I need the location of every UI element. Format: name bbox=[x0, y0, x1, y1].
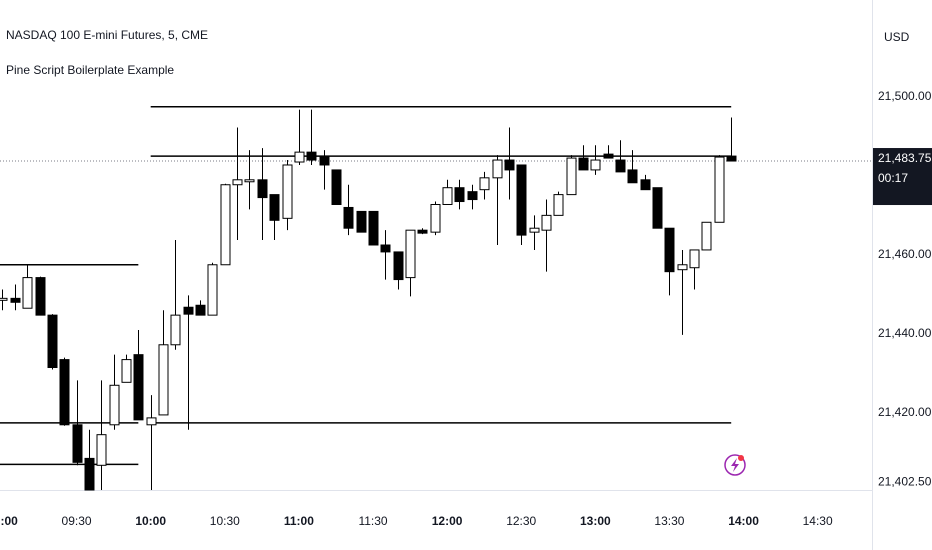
candle-body bbox=[319, 155, 330, 166]
candle-body bbox=[492, 159, 503, 179]
candle-body bbox=[689, 249, 700, 269]
candle-body bbox=[615, 159, 626, 173]
x-tick-label: 12:00 bbox=[432, 514, 463, 528]
candle-body bbox=[121, 359, 132, 383]
candle-body bbox=[714, 156, 725, 223]
candle-body bbox=[96, 434, 107, 466]
x-tick-label: 12:30 bbox=[506, 514, 536, 528]
y-tick-label: 21,460.00 bbox=[878, 247, 932, 261]
currency-label[interactable]: USD bbox=[884, 30, 910, 44]
candle-body bbox=[22, 277, 33, 309]
candle-body bbox=[306, 151, 317, 161]
candle-body bbox=[195, 304, 206, 316]
candle-body bbox=[158, 344, 169, 416]
candle-body bbox=[380, 244, 391, 253]
candle-body bbox=[504, 159, 515, 171]
candle-body bbox=[652, 187, 663, 229]
candle-body bbox=[146, 417, 157, 426]
candle-body bbox=[442, 187, 453, 205]
candle-body bbox=[603, 153, 614, 159]
x-tick-label: 11:30 bbox=[358, 514, 387, 528]
candle-body bbox=[566, 157, 577, 196]
candle-body bbox=[331, 169, 342, 205]
candle-body bbox=[84, 457, 95, 491]
candle-body bbox=[59, 359, 70, 426]
candle-body bbox=[393, 251, 404, 281]
candle-body bbox=[590, 159, 601, 171]
candle-body bbox=[72, 424, 83, 463]
plot-area bbox=[0, 105, 872, 491]
icon-bolt bbox=[731, 458, 739, 472]
candle-body bbox=[529, 227, 540, 233]
candle-body bbox=[726, 155, 737, 162]
icon-ring bbox=[724, 454, 746, 476]
candle-body bbox=[541, 214, 552, 231]
x-tick-label: 10:00 bbox=[135, 514, 166, 528]
y-tick-label: 21,500.00 bbox=[878, 89, 932, 103]
candle-body bbox=[294, 151, 305, 163]
candle-body bbox=[133, 354, 144, 421]
candle-body bbox=[467, 191, 478, 201]
candle-body bbox=[232, 179, 243, 186]
candle-body bbox=[553, 194, 564, 216]
candle-body bbox=[417, 229, 428, 234]
candle-body bbox=[257, 179, 268, 199]
candle-body bbox=[183, 306, 194, 315]
x-tick-label: 11:00 bbox=[284, 514, 314, 528]
candle-body bbox=[244, 179, 255, 183]
candle-body bbox=[269, 194, 280, 221]
candle-body bbox=[454, 187, 465, 203]
candle-body bbox=[109, 384, 120, 426]
candle-body bbox=[627, 169, 638, 184]
indicator-name: Pine Script Boilerplate Example bbox=[6, 63, 174, 77]
x-tick-label: 10:30 bbox=[210, 514, 240, 528]
candle-body bbox=[640, 179, 651, 191]
candle-body bbox=[701, 221, 712, 251]
candle-body bbox=[677, 264, 688, 271]
y-tick-label: 21,402.50 bbox=[878, 474, 932, 488]
x-tick-label: 09:00 bbox=[0, 514, 18, 528]
candle-body bbox=[368, 210, 379, 246]
x-tick-label: 14:30 bbox=[803, 514, 833, 528]
candle-body bbox=[578, 157, 589, 171]
price-badge-value: 21,483.75 bbox=[878, 151, 932, 165]
candle-body bbox=[35, 277, 46, 316]
chart-title: NASDAQ 100 E-mini Futures, 5, CME bbox=[6, 28, 208, 42]
candle-body bbox=[664, 227, 675, 273]
y-tick-label: 21,420.00 bbox=[878, 405, 932, 419]
candle-body bbox=[10, 297, 21, 303]
y-tick-label: 21,440.00 bbox=[878, 326, 932, 340]
x-tick-label: 13:30 bbox=[654, 514, 684, 528]
x-tick-label: 09:30 bbox=[62, 514, 92, 528]
x-tick-label: 13:00 bbox=[580, 514, 611, 528]
alert-icon[interactable] bbox=[724, 454, 746, 476]
price-badge-countdown: 00:17 bbox=[878, 171, 908, 185]
candle-body bbox=[282, 164, 293, 219]
icon-dot bbox=[738, 455, 744, 461]
candle-body bbox=[479, 177, 490, 191]
candle-body bbox=[0, 297, 8, 301]
x-tick-label: 14:00 bbox=[728, 514, 759, 528]
candle-body bbox=[516, 164, 527, 236]
candle-body bbox=[207, 264, 218, 316]
candle-body bbox=[47, 314, 58, 369]
price-badge bbox=[873, 148, 932, 206]
candle-body bbox=[343, 206, 354, 229]
candle-body bbox=[356, 210, 367, 233]
candle-body bbox=[430, 203, 441, 233]
candle-body bbox=[170, 314, 181, 346]
candle-body bbox=[220, 184, 231, 266]
candle-body bbox=[405, 229, 416, 279]
